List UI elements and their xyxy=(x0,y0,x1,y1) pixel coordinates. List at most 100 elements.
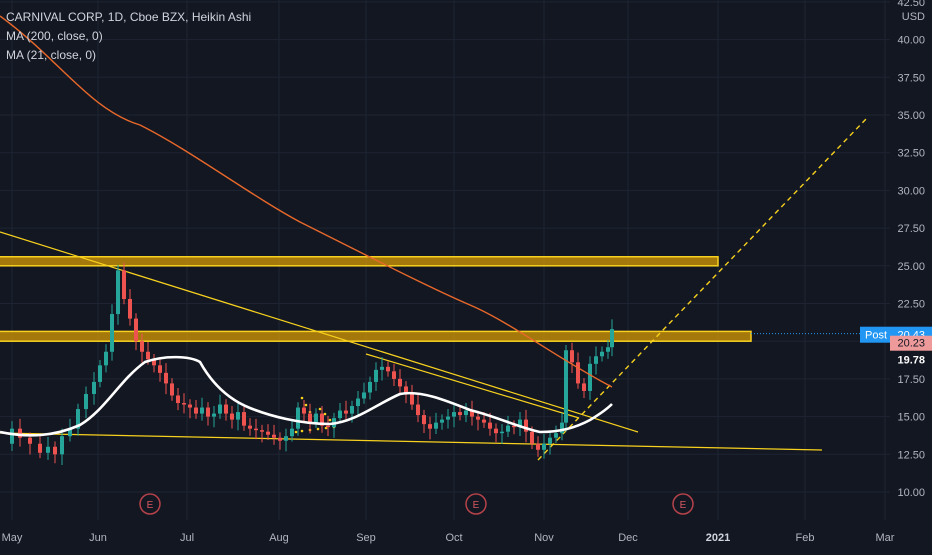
candle-bear[interactable] xyxy=(260,430,264,432)
candle-bear[interactable] xyxy=(392,371,396,379)
candle-bear[interactable] xyxy=(128,298,132,319)
candle-bear[interactable] xyxy=(524,419,528,432)
candle-bull[interactable] xyxy=(92,381,96,394)
candle-bull[interactable] xyxy=(84,393,88,410)
candle-bull[interactable] xyxy=(200,407,204,414)
candle-bear[interactable] xyxy=(182,403,186,405)
candle-bull[interactable] xyxy=(554,433,558,438)
candle-bull[interactable] xyxy=(440,419,444,423)
time-axis[interactable] xyxy=(0,525,932,550)
trendline[interactable] xyxy=(0,432,823,451)
candle-bear[interactable] xyxy=(488,422,492,429)
candle-bull[interactable] xyxy=(548,437,552,444)
candle-bull[interactable] xyxy=(368,381,372,393)
candle-bull[interactable] xyxy=(446,416,450,420)
candle-bear[interactable] xyxy=(582,383,586,391)
candle-bear[interactable] xyxy=(158,365,162,373)
candle-bear[interactable] xyxy=(266,431,270,435)
candle-bull[interactable] xyxy=(46,446,50,453)
earnings-marker[interactable] xyxy=(465,493,487,515)
candle-bull[interactable] xyxy=(76,409,80,429)
candle-bear[interactable] xyxy=(308,413,312,423)
candle-bear[interactable] xyxy=(254,428,258,431)
candle-bull[interactable] xyxy=(290,428,294,437)
candle-bull[interactable] xyxy=(10,428,14,444)
candle-bull[interactable] xyxy=(284,436,288,441)
candle-bear[interactable] xyxy=(536,443,540,450)
candle-bull[interactable] xyxy=(542,443,546,450)
candle-bull[interactable] xyxy=(452,412,456,417)
trendline[interactable] xyxy=(365,353,580,419)
candle-bear[interactable] xyxy=(344,410,348,414)
candle-bull[interactable] xyxy=(606,347,610,352)
candle-bull[interactable] xyxy=(104,351,108,366)
candle-bull[interactable] xyxy=(564,350,568,423)
candle-bear[interactable] xyxy=(170,383,174,396)
candle-bear[interactable] xyxy=(302,407,306,414)
candle-bear[interactable] xyxy=(152,359,156,366)
candle-bear[interactable] xyxy=(28,437,32,444)
candle-bear[interactable] xyxy=(206,407,210,417)
candle-bear[interactable] xyxy=(38,443,42,453)
candle-bear[interactable] xyxy=(140,341,144,352)
candle-bear[interactable] xyxy=(164,372,168,384)
candle-bull[interactable] xyxy=(380,366,384,370)
candle-bear[interactable] xyxy=(146,351,150,360)
candle-bull[interactable] xyxy=(356,398,360,407)
candle-bear[interactable] xyxy=(428,424,432,429)
resistance-zone[interactable] xyxy=(0,256,719,267)
candle-bear[interactable] xyxy=(482,419,486,423)
candle-bull[interactable] xyxy=(434,422,438,429)
candle-bear[interactable] xyxy=(416,404,420,416)
candle-bear[interactable] xyxy=(188,404,192,408)
candle-bear[interactable] xyxy=(176,395,180,404)
candle-bull[interactable] xyxy=(594,356,598,364)
candle-bull[interactable] xyxy=(560,422,564,434)
candle-bull[interactable] xyxy=(296,407,300,429)
candle-bear[interactable] xyxy=(386,366,390,372)
candle-bear[interactable] xyxy=(18,428,22,438)
candle-bear[interactable] xyxy=(404,386,408,393)
candle-bull[interactable] xyxy=(588,363,592,391)
resistance-zone[interactable] xyxy=(0,330,752,342)
price-axis[interactable] xyxy=(890,0,932,550)
candle-bear[interactable] xyxy=(530,431,534,444)
candle-bull[interactable] xyxy=(116,270,120,315)
candle-bull[interactable] xyxy=(610,329,614,348)
candle-bear[interactable] xyxy=(422,415,426,425)
candle-bear[interactable] xyxy=(272,434,276,438)
trendline[interactable] xyxy=(0,231,639,433)
candle-bear[interactable] xyxy=(224,404,228,414)
candle-bear[interactable] xyxy=(320,413,324,426)
projection-line[interactable] xyxy=(537,118,867,461)
candle-bear[interactable] xyxy=(194,407,198,414)
candle-bear[interactable] xyxy=(53,446,57,455)
candle-bull[interactable] xyxy=(350,406,354,414)
candle-bull[interactable] xyxy=(60,436,64,455)
candle-bull[interactable] xyxy=(600,351,604,357)
candle-bull[interactable] xyxy=(374,369,378,382)
candle-bear[interactable] xyxy=(410,392,414,405)
candle-bull[interactable] xyxy=(506,425,510,432)
candle-bull[interactable] xyxy=(110,314,114,352)
candle-bear[interactable] xyxy=(134,318,138,342)
candle-bull[interactable] xyxy=(218,404,222,414)
candle-bull[interactable] xyxy=(518,419,522,428)
candle-bear[interactable] xyxy=(248,425,252,429)
earnings-marker[interactable] xyxy=(139,493,161,515)
candle-bear[interactable] xyxy=(476,416,480,420)
candle-bull[interactable] xyxy=(338,410,342,419)
candle-bear[interactable] xyxy=(278,437,282,441)
candle-bear[interactable] xyxy=(570,350,574,363)
candle-bull[interactable] xyxy=(68,428,72,437)
candle-bull[interactable] xyxy=(98,365,102,382)
candle-bull[interactable] xyxy=(314,413,318,423)
candle-bear[interactable] xyxy=(470,410,474,417)
candle-bear[interactable] xyxy=(398,378,402,387)
candle-bear[interactable] xyxy=(326,425,330,428)
candle-bear[interactable] xyxy=(122,270,126,299)
candle-bear[interactable] xyxy=(242,412,246,426)
candle-bear[interactable] xyxy=(230,413,234,420)
